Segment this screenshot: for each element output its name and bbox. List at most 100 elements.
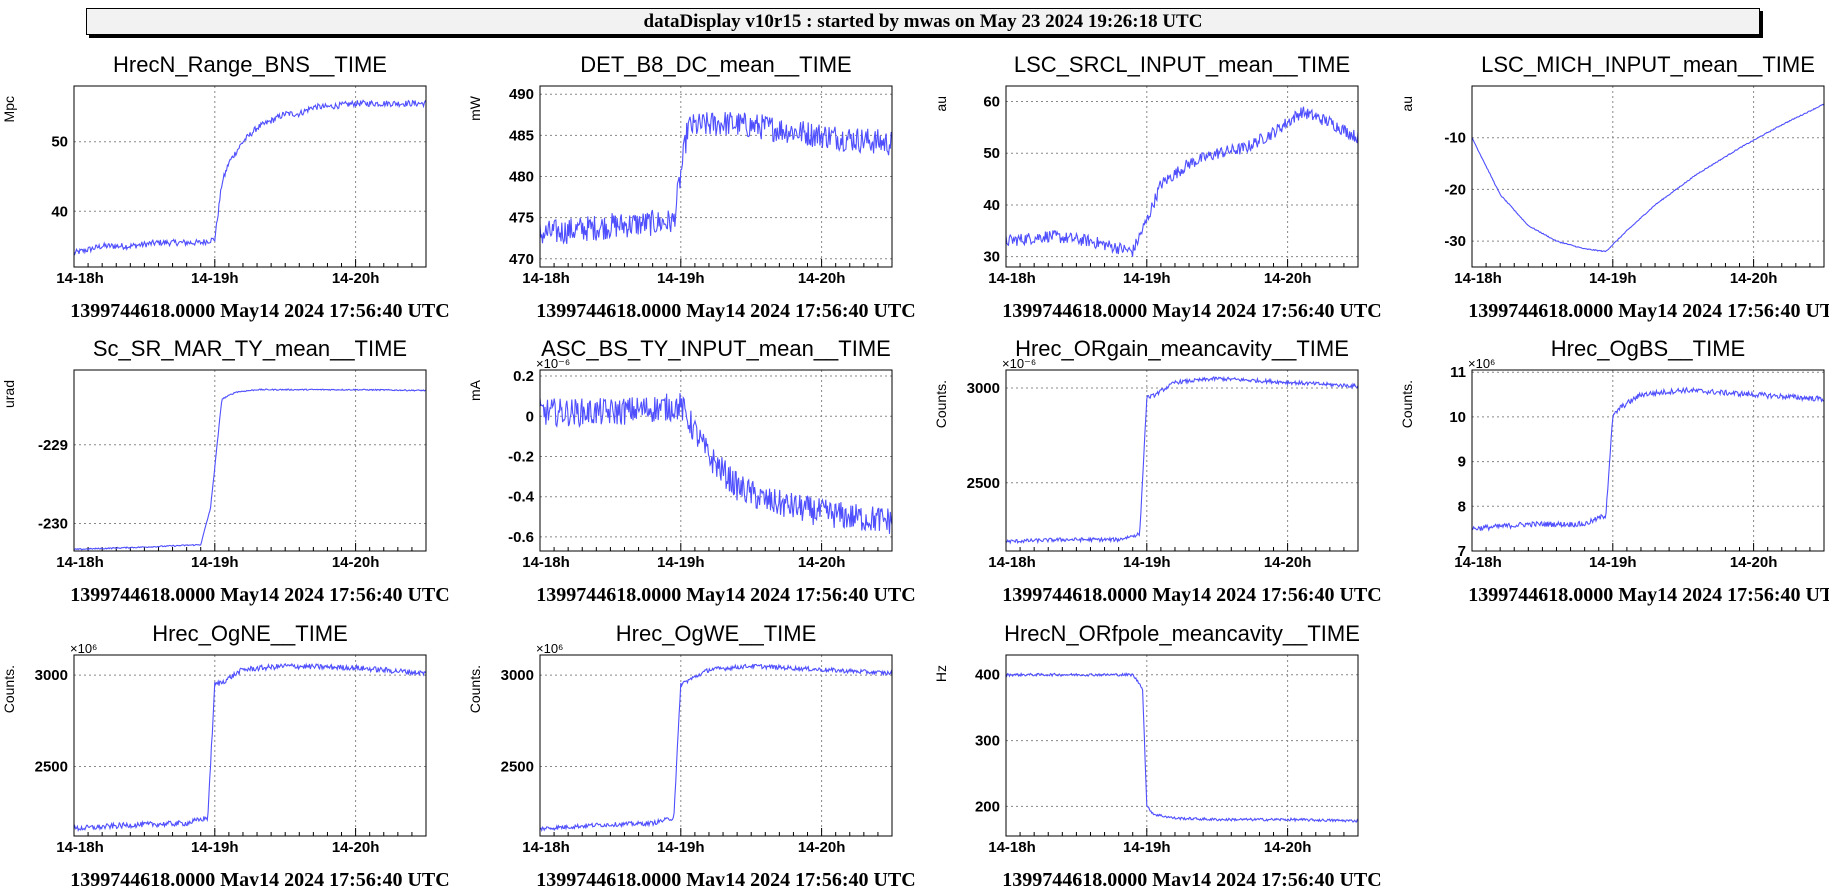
y-multiplier-label: ×10⁶ (536, 641, 563, 656)
series-line (1005, 106, 1359, 257)
x-tick-label: 14-18h (522, 554, 570, 571)
chart-title: HrecN_ORfpole_meancavity__TIME (1004, 621, 1360, 646)
plot-frame (1005, 369, 1359, 552)
chart-title: Sc_SR_MAR_TY_mean__TIME (93, 336, 407, 361)
x-tick-label: 14-20h (1264, 554, 1312, 571)
chart-panel: DET_B8_DC_mean__TIME mW 14-18h 14-19h 14-20h… (467, 52, 916, 322)
y-axis-label: Mpc (1, 96, 17, 122)
x-axis-label: 1399744618.0000 May14 2024 17:56:40 UTC (536, 300, 915, 322)
y-tick-label: -229 (38, 437, 68, 454)
y-axis-label: au (1399, 96, 1415, 112)
chart-title: Hrec_OgBS__TIME (1551, 336, 1745, 361)
chart-panel: ASC_BS_TY_INPUT_mean__TIME mA ×10⁻⁶ 14-18h 1… (467, 336, 916, 606)
x-tick-label: 14-18h (1454, 270, 1502, 287)
plot-frame (539, 654, 893, 837)
series-line (1471, 386, 1824, 532)
chart-title: Hrec_ORgain_meancavity__TIME (1015, 336, 1349, 361)
chart-panel: HrecN_ORfpole_meancavity__TIME Hz 14-18h 14… (933, 621, 1382, 886)
y-tick-label: 2500 (35, 759, 68, 776)
x-tick-label: 14-20h (798, 270, 846, 287)
x-tick-label: 14-19h (191, 554, 239, 571)
y-multiplier-label: ×10⁶ (1468, 356, 1495, 371)
chart-title: LSC_SRCL_INPUT_mean__TIME (1014, 52, 1350, 77)
y-tick-label: 485 (509, 127, 534, 144)
x-axis-label: 1399744618.0000 May14 2024 17:56:40 UTC (70, 300, 449, 322)
y-multiplier-label: ×10⁶ (70, 641, 97, 656)
x-tick-label: 14-20h (1264, 839, 1312, 856)
y-tick-label: 480 (509, 169, 534, 186)
x-tick-label: 14-20h (1264, 270, 1312, 287)
y-tick-label: 0.2 (513, 368, 534, 385)
y-tick-label: -230 (38, 515, 68, 532)
plot-frame (1005, 654, 1359, 837)
x-tick-label: 14-18h (56, 554, 104, 571)
x-tick-label: 14-19h (1123, 270, 1171, 287)
x-tick-label: 14-18h (522, 839, 570, 856)
chart-panel: Hrec_OgBS__TIME Counts. ×10⁶ 14-18h 14-19h 14… (1399, 336, 1829, 606)
y-axis-label: mA (467, 379, 483, 401)
y-tick-label: 40 (51, 203, 68, 220)
y-tick-label: 300 (975, 733, 1000, 750)
x-tick-label: 14-20h (1730, 554, 1778, 571)
y-tick-label: 475 (509, 210, 534, 227)
x-tick-label: 14-18h (988, 554, 1036, 571)
x-tick-label: 14-18h (56, 839, 104, 856)
y-tick-label: 60 (983, 94, 1000, 111)
y-tick-label: 9 (1458, 454, 1466, 471)
y-tick-label: -0.6 (508, 529, 534, 546)
x-tick-label: 14-19h (1123, 839, 1171, 856)
x-tick-label: 14-20h (332, 839, 380, 856)
x-tick-label: 14-20h (332, 270, 380, 287)
y-tick-label: 200 (975, 798, 1000, 815)
series-line (1471, 103, 1825, 253)
x-tick-label: 14-19h (657, 554, 705, 571)
y-multiplier-label: ×10⁻⁶ (536, 356, 570, 371)
x-tick-label: 14-20h (1730, 270, 1778, 287)
y-tick-label: 10 (1449, 409, 1466, 426)
x-axis-label: 1399744618.0000 May14 2024 17:56:40 UTC (70, 869, 449, 886)
y-tick-label: 0 (526, 408, 534, 425)
x-tick-label: 14-19h (657, 839, 705, 856)
y-tick-label: 7 (1458, 543, 1466, 560)
y-axis-label: au (933, 96, 949, 112)
y-tick-label: 3000 (35, 667, 68, 684)
plot-frame (1471, 85, 1825, 268)
series-line (539, 112, 893, 245)
x-tick-label: 14-19h (191, 839, 239, 856)
chart-panel: Hrec_OgWE__TIME Counts. ×10⁶ 14-18h 14-19h 14… (467, 621, 916, 886)
chart-title: ASC_BS_TY_INPUT_mean__TIME (541, 336, 891, 361)
x-axis-label: 1399744618.0000 May14 2024 17:56:40 UTC (536, 584, 915, 606)
x-tick-label: 14-19h (191, 270, 239, 287)
y-tick-label: -0.2 (508, 448, 534, 465)
y-axis-label: Counts. (1399, 380, 1415, 428)
y-tick-label: 2500 (501, 759, 534, 776)
plot-frame (73, 85, 427, 268)
x-axis-label: 1399744618.0000 May14 2024 17:56:40 UTC (1468, 584, 1829, 606)
x-tick-label: 14-19h (657, 270, 705, 287)
y-tick-label: 50 (983, 145, 1000, 162)
y-tick-label: 3000 (967, 380, 1000, 397)
y-multiplier-label: ×10⁻⁶ (1002, 356, 1036, 371)
y-tick-label: -10 (1444, 130, 1466, 147)
plot-frame (73, 369, 427, 552)
chart-title: DET_B8_DC_mean__TIME (580, 52, 851, 77)
x-tick-label: 14-19h (1589, 554, 1637, 571)
x-tick-label: 14-20h (798, 839, 846, 856)
x-axis-label: 1399744618.0000 May14 2024 17:56:40 UTC (536, 869, 915, 886)
chart-panel: HrecN_Range_BNS__TIME Mpc 14-18h 14-19h 14-2… (1, 52, 450, 322)
series-line (1005, 375, 1359, 545)
x-tick-label: 14-18h (988, 270, 1036, 287)
y-tick-label: 490 (509, 86, 534, 103)
y-axis-label: Counts. (467, 665, 483, 713)
y-axis-label: Hz (933, 665, 949, 682)
series-line (539, 393, 893, 534)
x-tick-label: 14-20h (332, 554, 380, 571)
series-line (73, 388, 427, 551)
x-axis-label: 1399744618.0000 May14 2024 17:56:40 UTC (1002, 869, 1381, 886)
chart-panel: Hrec_ORgain_meancavity__TIME Counts. ×10⁻⁶… (933, 336, 1382, 606)
y-tick-label: 2500 (967, 475, 1000, 492)
series-line (73, 662, 427, 833)
y-tick-label: 30 (983, 249, 1000, 266)
